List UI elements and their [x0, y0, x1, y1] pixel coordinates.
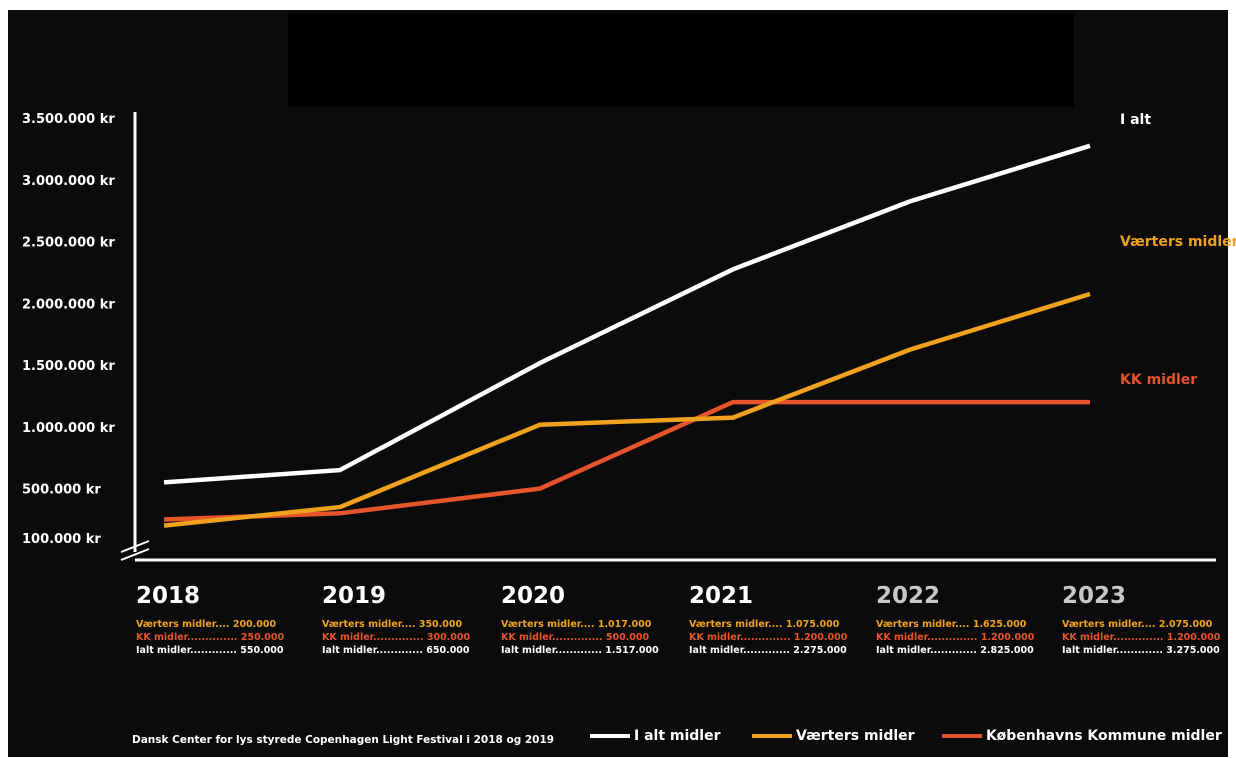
year-annotation-line: KK midler.............. 250.000: [136, 632, 285, 643]
legend-swatch-total: [590, 734, 630, 738]
year-annotation-line: KK midler.............. 500.000: [501, 632, 650, 643]
legend-item-total: I alt midler: [590, 728, 721, 744]
legend-label-hosts: Værters midler: [796, 728, 915, 744]
legend-swatch-hosts: [752, 734, 792, 738]
y-tick-label: 2.000.000 kr: [22, 297, 115, 312]
x-tick-label: 2019: [322, 583, 386, 609]
year-annotation-line: KK midler.............. 1.200.000: [689, 632, 848, 643]
series-line-kk: [163, 399, 1090, 522]
axes: [120, 112, 1216, 562]
year-annotation-line: Værters midler.... 1.075.000: [689, 619, 840, 630]
y-axis-tick-labels: 3.500.000 kr 3.000.000 kr 2.500.000 kr 2.00…: [22, 112, 115, 547]
year-annotation-line: KK midler.............. 1.200.000: [1062, 632, 1221, 643]
x-tick-label: 2022: [876, 583, 940, 609]
series-end-label: Værters midler: [1120, 234, 1236, 250]
y-tick-label: 1.000.000 kr: [22, 421, 115, 436]
title-blackout-box: [288, 14, 1074, 107]
legend-swatch-kk: [942, 734, 982, 738]
y-tick-label: 1.500.000 kr: [22, 359, 115, 374]
year-annotation-line: Ialt midler............. 2.825.000: [876, 645, 1034, 656]
series-end-labels: I alt Værters midler KK midler: [1120, 112, 1236, 388]
x-axis-year-labels: 2018 2019 2020 2021 2022 2023: [136, 583, 1126, 609]
year-annotation-line: Værters midler.... 1.017.000: [501, 619, 652, 630]
axis-break-mark: [120, 540, 150, 553]
year-annotation-line: Ialt midler............. 2.275.000: [689, 645, 847, 656]
axis-break-mark: [120, 548, 150, 561]
x-tick-label: 2021: [689, 583, 753, 609]
y-tick-label: 500.000 kr: [22, 483, 101, 498]
x-tick-label: 2020: [501, 583, 565, 609]
year-annotation-line: Ialt midler............. 3.275.000: [1062, 645, 1220, 656]
legend-label-total: I alt midler: [634, 728, 721, 744]
year-annotation-line: Ialt midler............. 650.000: [322, 645, 470, 656]
year-value-annotations: Værters midler.... 200.000 KK midler.....…: [136, 619, 1221, 656]
series-end-label: I alt: [1120, 112, 1151, 128]
chart-background: [8, 10, 1228, 757]
series-line-total: [163, 143, 1091, 485]
year-annotation-line: KK midler.............. 1.200.000: [876, 632, 1035, 643]
year-annotation-line: Ialt midler............. 550.000: [136, 645, 284, 656]
year-annotation-line: Værters midler.... 1.625.000: [876, 619, 1027, 630]
year-annotation-line: Ialt midler............. 1.517.000: [501, 645, 659, 656]
year-annotation-line: Værters midler.... 350.000: [322, 619, 462, 630]
x-tick-label: 2023: [1062, 583, 1126, 609]
year-annotation-line: Værters midler.... 2.075.000: [1062, 619, 1213, 630]
year-annotation-line: Værters midler.... 200.000: [136, 619, 276, 630]
series-end-label: KK midler: [1120, 372, 1197, 388]
y-tick-label: 100.000 kr: [22, 532, 101, 547]
legend-item-hosts: Værters midler: [752, 728, 915, 744]
series-lines: [163, 143, 1091, 528]
x-tick-label: 2018: [136, 583, 200, 609]
legend-item-kk: Københavns Kommune midler: [942, 728, 1222, 744]
y-tick-label: 2.500.000 kr: [22, 236, 115, 251]
y-tick-label: 3.500.000 kr: [22, 112, 115, 127]
y-tick-label: 3.000.000 kr: [22, 174, 115, 189]
footnote: Dansk Center for lys styrede Copenhagen …: [132, 734, 555, 746]
series-line-hosts: [163, 291, 1091, 528]
year-annotation-line: KK midler.............. 300.000: [322, 632, 471, 643]
legend-label-kk: Københavns Kommune midler: [986, 728, 1222, 744]
